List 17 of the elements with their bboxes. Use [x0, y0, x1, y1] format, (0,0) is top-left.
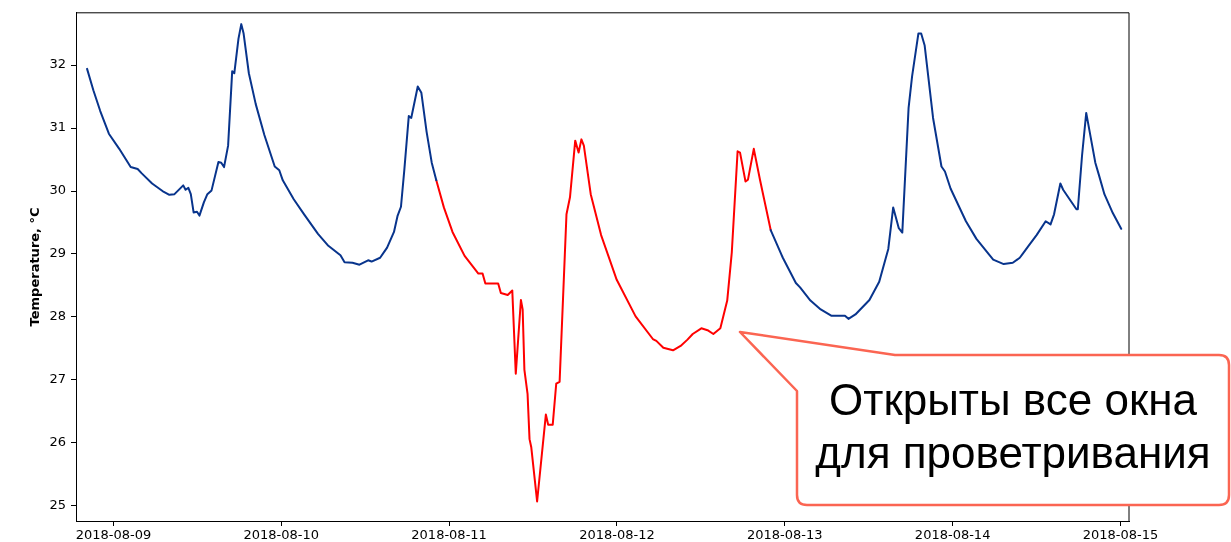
x-tick-label: 2018-08-14 [914, 527, 991, 542]
annotation: Открыты все окна для проветривания [814, 374, 1212, 480]
x-tick-label: 2018-08-09 [75, 527, 152, 542]
y-tick-label: 28 [49, 308, 66, 324]
y-tick-label: 29 [49, 245, 66, 261]
x-tick-label: 2018-08-13 [747, 527, 823, 542]
x-tick-label: 2018-08-11 [411, 527, 487, 542]
y-tick-label: 30 [49, 182, 66, 198]
x-tick-label: 2018-08-15 [1082, 527, 1159, 542]
y-tick-label: 26 [49, 434, 66, 450]
y-tick-label: 31 [49, 119, 66, 135]
y-tick-label: 25 [49, 497, 66, 513]
y-axis-title: Temperature, °C [27, 207, 43, 327]
y-tick-label: 32 [49, 56, 66, 72]
x-tick-label: 2018-08-10 [243, 527, 320, 542]
x-tick-label: 2018-08-12 [579, 527, 655, 542]
y-tick-label: 27 [49, 371, 66, 387]
